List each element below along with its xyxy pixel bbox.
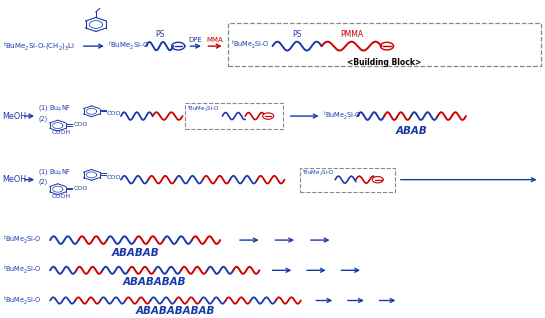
Text: $^t$BuMe$_2$Si-O: $^t$BuMe$_2$Si-O <box>3 294 41 307</box>
Text: $^t$BuMe$_2$Si-O: $^t$BuMe$_2$Si-O <box>231 38 269 51</box>
Text: ABAB: ABAB <box>396 126 427 136</box>
Text: $^t$BuMe$_2$Si-O: $^t$BuMe$_2$Si-O <box>3 234 41 246</box>
Text: $^t$BuMe$_2$Si-O: $^t$BuMe$_2$Si-O <box>108 40 149 52</box>
Text: COO: COO <box>107 175 121 180</box>
Text: $^t$BuMe$_2$Si-O: $^t$BuMe$_2$Si-O <box>3 264 41 276</box>
Text: $^t$BuMe$_2$Si-O-(CH$_2$)$_3$Li: $^t$BuMe$_2$Si-O-(CH$_2$)$_3$Li <box>3 40 75 52</box>
Text: $^t$BuMe$_2$Si-O: $^t$BuMe$_2$Si-O <box>187 104 220 114</box>
Text: MeOH: MeOH <box>3 112 27 121</box>
Bar <box>185 103 283 129</box>
Text: COO: COO <box>74 122 88 128</box>
Text: (2): (2) <box>38 115 47 122</box>
Text: PS: PS <box>292 30 302 38</box>
Text: <Building Block>: <Building Block> <box>347 58 421 67</box>
Text: $^t$BuMe$_2$Si-O: $^t$BuMe$_2$Si-O <box>323 110 361 122</box>
Text: COO: COO <box>74 186 88 191</box>
Text: ABABABAB: ABABABAB <box>123 277 186 287</box>
Text: (2): (2) <box>38 179 47 185</box>
Text: PS: PS <box>155 31 165 39</box>
Text: ABABAB: ABABAB <box>111 248 159 259</box>
Text: MeOH: MeOH <box>3 175 27 184</box>
Text: (1) Bu$_4$NF: (1) Bu$_4$NF <box>38 167 71 177</box>
Text: ABABABABAB: ABABABABAB <box>136 306 215 316</box>
Bar <box>300 168 395 192</box>
Text: PMMA: PMMA <box>340 30 363 38</box>
Text: (1) Bu$_4$NF: (1) Bu$_4$NF <box>38 103 71 113</box>
Text: DPE: DPE <box>189 37 203 43</box>
Text: COOH: COOH <box>52 130 71 135</box>
Text: MMA: MMA <box>207 37 223 43</box>
Bar <box>228 23 541 66</box>
Text: COO: COO <box>107 111 121 116</box>
Text: COOH: COOH <box>52 194 71 199</box>
Text: $^t$BuMe$_2$Si-O: $^t$BuMe$_2$Si-O <box>302 169 335 178</box>
